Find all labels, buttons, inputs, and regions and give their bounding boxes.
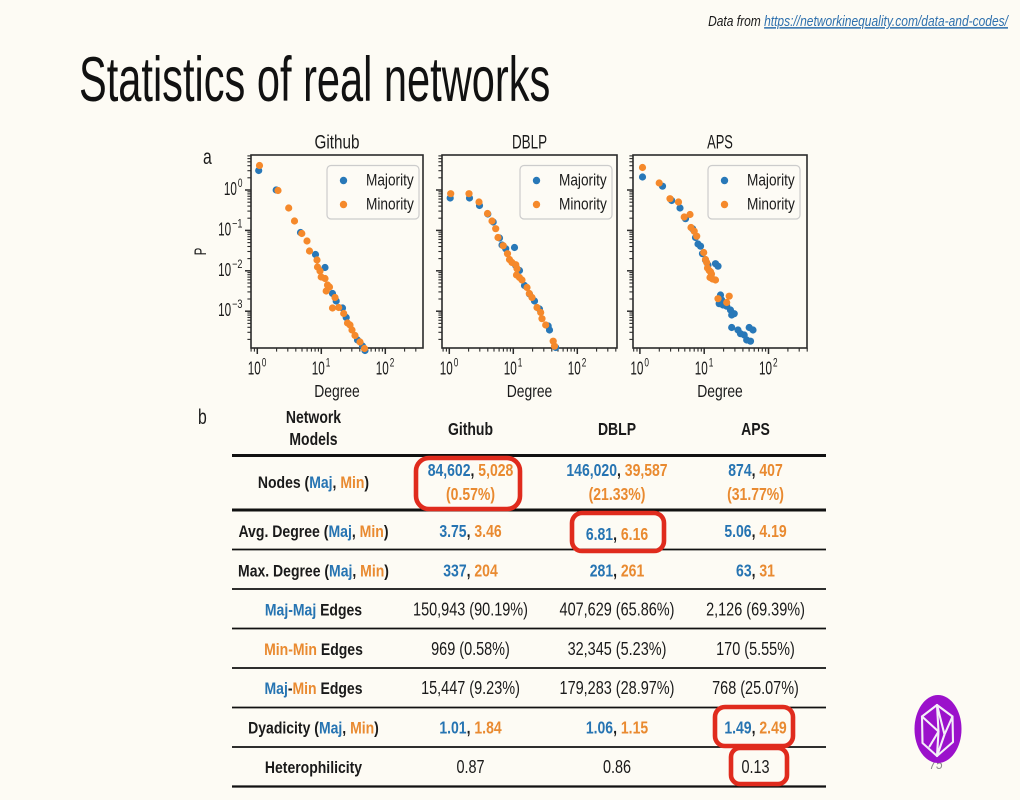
svg-text:2: 2 — [390, 358, 395, 370]
svg-text:337, 204: 337, 204 — [443, 561, 498, 581]
svg-text:10: 10 — [376, 359, 389, 379]
svg-text:179,283 (28.97%): 179,283 (28.97%) — [560, 678, 675, 698]
svg-text:146,020, 39,587: 146,020, 39,587 — [566, 460, 667, 480]
svg-text:10: 10 — [568, 359, 581, 379]
svg-text:Data from https://networkinequ: Data from https://networkinequality.com/… — [708, 13, 1009, 30]
svg-text:Nodes (Maj, Min): Nodes (Maj, Min) — [258, 473, 369, 492]
svg-text:969 (0.58%): 969 (0.58%) — [431, 639, 510, 659]
svg-text:P: P — [191, 248, 210, 256]
svg-text:Degree: Degree — [697, 381, 743, 401]
svg-text:b: b — [198, 405, 207, 429]
svg-text:1: 1 — [518, 358, 523, 370]
svg-text:Min-Min Edges: Min-Min Edges — [264, 640, 363, 659]
svg-text:Degree: Degree — [507, 381, 553, 401]
svg-text:10: 10 — [504, 359, 517, 379]
svg-text:1: 1 — [326, 358, 331, 370]
svg-text:170 (5.55%): 170 (5.55%) — [716, 639, 795, 659]
svg-text:10: 10 — [218, 219, 231, 239]
svg-text:10: 10 — [224, 179, 237, 199]
svg-text:Degree: Degree — [314, 381, 360, 401]
svg-text:2,126 (69.39%): 2,126 (69.39%) — [706, 600, 805, 620]
svg-text:10: 10 — [312, 359, 325, 379]
svg-text:10: 10 — [218, 260, 231, 280]
svg-text:5.06, 4.19: 5.06, 4.19 — [724, 521, 787, 541]
svg-text:(0.57%): (0.57%) — [446, 484, 495, 504]
svg-text:−3: −3 — [232, 299, 242, 311]
svg-text:2: 2 — [773, 358, 778, 370]
svg-text:0.87: 0.87 — [456, 757, 484, 777]
svg-text:6.81, 6.16: 6.81, 6.16 — [586, 524, 649, 544]
svg-text:−2: −2 — [232, 259, 242, 271]
svg-text:10: 10 — [218, 300, 231, 320]
svg-text:(21.33%): (21.33%) — [589, 484, 646, 504]
svg-text:1.49, 2.49: 1.49, 2.49 — [724, 718, 787, 738]
svg-text:DBLP: DBLP — [512, 132, 547, 154]
svg-text:0.86: 0.86 — [603, 757, 631, 777]
svg-text:Minority: Minority — [747, 195, 795, 214]
svg-text:63, 31: 63, 31 — [736, 561, 775, 581]
svg-text:3.75, 3.46: 3.75, 3.46 — [439, 521, 502, 541]
svg-text:DBLP: DBLP — [598, 419, 636, 439]
svg-text:−1: −1 — [232, 218, 242, 230]
svg-text:Avg. Degree (Maj, Min): Avg. Degree (Maj, Min) — [238, 522, 388, 541]
svg-text:0: 0 — [644, 358, 649, 370]
svg-text:Majority: Majority — [366, 171, 414, 190]
svg-text:Maj-Maj Edges: Maj-Maj Edges — [265, 601, 362, 620]
svg-text:Minority: Minority — [366, 195, 414, 214]
svg-text:874, 407: 874, 407 — [728, 460, 783, 480]
svg-text:Models: Models — [289, 429, 337, 449]
svg-text:10: 10 — [759, 359, 772, 379]
svg-text:32,345 (5.23%): 32,345 (5.23%) — [568, 639, 667, 659]
svg-text:APS: APS — [741, 419, 770, 439]
svg-text:281, 261: 281, 261 — [590, 561, 645, 581]
svg-text:Heterophilicity: Heterophilicity — [265, 758, 363, 777]
svg-text:407,629 (65.86%): 407,629 (65.86%) — [560, 600, 675, 620]
svg-text:1.06, 1.15: 1.06, 1.15 — [586, 718, 649, 738]
svg-text:1.01, 1.84: 1.01, 1.84 — [439, 718, 502, 738]
svg-text:10: 10 — [695, 359, 708, 379]
svg-text:Github: Github — [315, 132, 360, 154]
svg-text:84,602, 5,028: 84,602, 5,028 — [428, 460, 514, 480]
svg-text:15,447 (9.23%): 15,447 (9.23%) — [421, 678, 520, 698]
svg-text:Minority: Minority — [559, 195, 607, 214]
svg-text:1: 1 — [709, 358, 714, 370]
svg-text:Dyadicity (Maj, Min): Dyadicity (Maj, Min) — [248, 719, 379, 738]
svg-text:Statistics of real networks: Statistics of real networks — [79, 46, 550, 116]
svg-text:2: 2 — [582, 358, 587, 370]
svg-text:10: 10 — [248, 359, 261, 379]
svg-text:Network: Network — [286, 407, 341, 427]
svg-text:Maj-Min Edges: Maj-Min Edges — [265, 679, 363, 698]
svg-text:a: a — [203, 145, 212, 169]
svg-text:0.13: 0.13 — [741, 757, 769, 777]
svg-text:10: 10 — [630, 359, 643, 379]
svg-text:150,943 (90.19%): 150,943 (90.19%) — [413, 600, 528, 620]
svg-text:Max. Degree (Maj, Min): Max. Degree (Maj, Min) — [238, 562, 389, 581]
svg-text:0: 0 — [262, 358, 267, 370]
svg-text:0: 0 — [454, 358, 459, 370]
svg-text:Majority: Majority — [747, 171, 795, 190]
svg-text:0: 0 — [238, 178, 243, 190]
svg-text:10: 10 — [440, 359, 453, 379]
svg-text:768 (25.07%): 768 (25.07%) — [712, 678, 799, 698]
svg-text:Github: Github — [448, 419, 493, 439]
svg-text:(31.77%): (31.77%) — [727, 484, 784, 504]
svg-text:Majority: Majority — [559, 171, 607, 190]
svg-text:APS: APS — [707, 132, 733, 154]
